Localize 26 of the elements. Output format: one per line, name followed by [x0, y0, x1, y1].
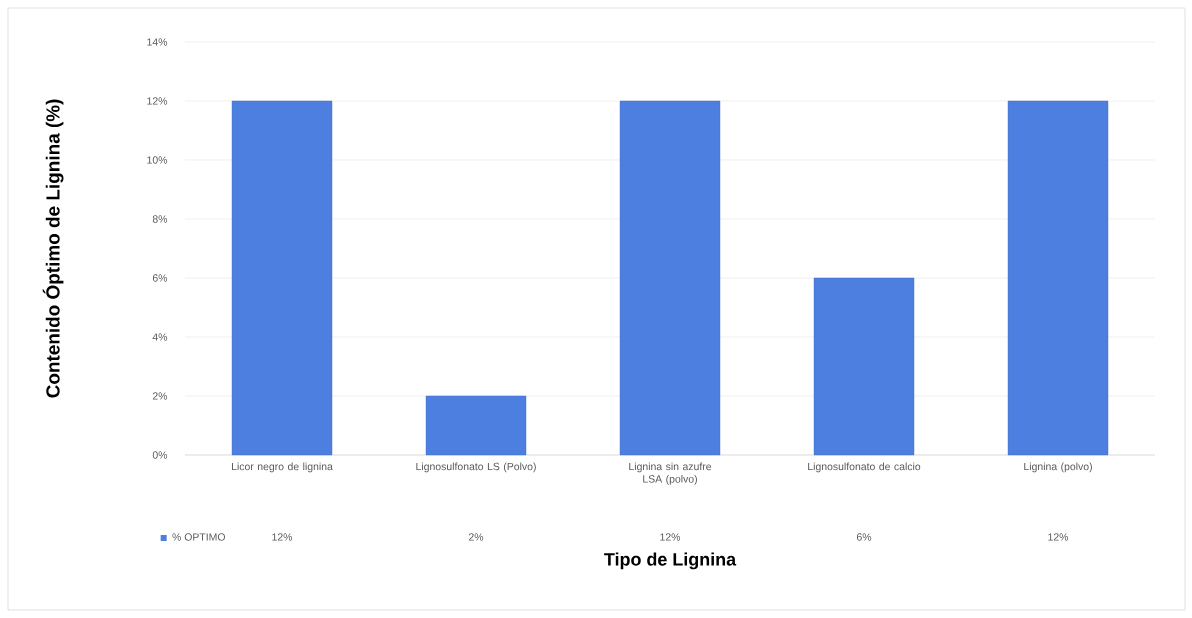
y-tick-label: 8%	[152, 215, 168, 223]
y-tick-label: 0%	[152, 451, 168, 459]
x-tick-label: Licor negro de lignina	[231, 462, 333, 473]
data-label: 12%	[660, 533, 681, 541]
y-tick-label: 10%	[147, 156, 168, 164]
data-label: 12%	[272, 533, 293, 541]
y-tick-label: 6%	[152, 274, 168, 282]
x-tick-label: Lignina sin azufre LSA (polvo)	[629, 462, 712, 485]
x-tick-label: Lignosulfonato LS (Polvo)	[416, 462, 536, 473]
bar	[231, 100, 333, 456]
bar	[425, 395, 527, 456]
y-axis-title: Contenido Óptimo de Lignina (%)	[42, 99, 64, 398]
data-label: 2%	[468, 533, 484, 541]
bar	[619, 100, 721, 456]
y-tick-label: 14%	[147, 38, 168, 46]
bar	[813, 277, 915, 456]
data-label: 12%	[1048, 533, 1069, 541]
x-tick-label: Lignosulfonato de calcio	[808, 462, 921, 473]
data-label: 6%	[856, 533, 872, 541]
x-tick-label: Lignina (polvo)	[1024, 462, 1092, 473]
x-axis-title: Tipo de Lignina	[604, 552, 737, 570]
legend-label: % OPTIMO	[172, 533, 225, 541]
y-tick-label: 2%	[152, 392, 168, 400]
y-tick-label: 4%	[152, 333, 168, 341]
y-tick-label: 12%	[147, 97, 168, 105]
bar	[1007, 100, 1109, 456]
